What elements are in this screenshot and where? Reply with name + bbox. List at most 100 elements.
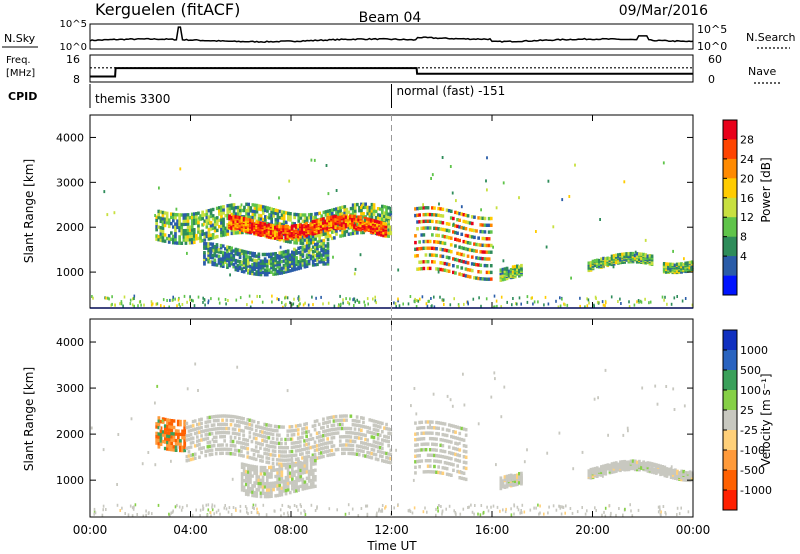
heat-cell xyxy=(265,452,269,456)
heat-cell xyxy=(370,202,374,207)
heat-cell xyxy=(513,269,517,273)
heat-cell xyxy=(458,437,462,441)
heat-cell xyxy=(220,224,223,228)
heat-cell xyxy=(219,259,223,263)
heat-cell xyxy=(437,227,440,231)
heat-cell xyxy=(244,220,248,224)
noise-cell xyxy=(207,508,210,512)
heat-cell xyxy=(223,414,226,418)
heat-cell xyxy=(366,430,369,434)
heat-cell xyxy=(426,212,430,217)
noise-cell xyxy=(195,508,197,512)
heat-cell xyxy=(186,228,190,233)
heat-cell xyxy=(251,269,254,273)
noise-cell xyxy=(413,506,416,510)
heat-cell xyxy=(322,238,326,243)
heat-cell xyxy=(383,211,386,215)
noise-cell xyxy=(234,507,237,511)
heat-cell xyxy=(210,452,214,456)
heat-cell xyxy=(458,259,461,263)
heat-cell xyxy=(452,230,455,234)
heat-cell xyxy=(341,230,344,235)
noise-cell xyxy=(691,303,694,307)
heat-cell xyxy=(381,442,384,446)
heat-cell xyxy=(684,471,688,475)
heat-cell xyxy=(439,261,443,265)
heat-cell xyxy=(326,257,330,262)
noise-cell xyxy=(364,303,366,307)
heat-cell xyxy=(229,423,233,427)
heat-cell xyxy=(209,251,212,255)
heat-cell xyxy=(364,205,367,210)
heat-cell xyxy=(320,246,323,250)
heat-cell xyxy=(214,431,218,435)
heat-cell xyxy=(485,223,489,227)
heat-cell xyxy=(255,270,259,274)
noise-cell xyxy=(440,505,442,508)
heat-cell xyxy=(426,206,430,210)
heat-cell xyxy=(328,440,332,445)
heat-cell xyxy=(207,257,210,262)
heat-cell xyxy=(215,206,219,211)
heat-cell xyxy=(447,439,451,444)
noise-cell xyxy=(601,513,603,517)
heat-cell xyxy=(389,432,393,436)
heat-cell xyxy=(470,228,474,232)
heat-cell xyxy=(322,262,326,266)
heat-cell xyxy=(278,258,282,262)
heat-cell xyxy=(428,453,432,457)
noise-cell xyxy=(284,296,286,300)
heat-cell xyxy=(445,467,449,471)
heat-cell xyxy=(236,250,240,254)
heat-cell xyxy=(234,267,238,272)
heat-cell xyxy=(644,253,648,257)
heat-cell xyxy=(272,263,275,267)
noise-cell xyxy=(344,512,347,516)
noise-cell xyxy=(211,503,214,507)
heat-cell xyxy=(507,271,511,276)
heat-cell xyxy=(374,453,378,457)
heat-cell xyxy=(445,262,449,266)
noise-cell xyxy=(107,296,109,300)
heat-cell xyxy=(301,235,305,239)
heat-cell xyxy=(255,203,259,208)
noise-cell xyxy=(287,504,290,508)
heat-cell xyxy=(665,270,668,274)
heat-cell xyxy=(305,476,309,480)
heat-cell xyxy=(223,422,226,426)
noise-cell xyxy=(227,510,230,514)
heat-cell xyxy=(225,414,229,418)
heat-cell xyxy=(450,423,453,428)
heat-cell xyxy=(477,256,480,260)
heat-cell xyxy=(245,215,248,219)
heat-cell xyxy=(293,265,296,270)
heat-cell xyxy=(381,214,384,218)
heat-cell xyxy=(172,425,176,430)
heat-cell xyxy=(224,247,227,251)
heat-cell xyxy=(186,231,190,236)
heat-cell xyxy=(274,229,277,234)
heat-cell xyxy=(198,430,201,434)
heat-cell xyxy=(219,443,222,447)
heat-cell xyxy=(221,426,224,431)
heat-cell xyxy=(255,220,258,224)
heat-cell xyxy=(464,260,468,265)
heat-cell xyxy=(343,443,346,447)
heat-cell xyxy=(274,254,277,258)
heat-cell xyxy=(621,254,624,258)
scatter-cell xyxy=(654,384,657,388)
noise-cell xyxy=(276,297,278,301)
noise-cell xyxy=(680,506,682,510)
heat-cell xyxy=(197,230,200,234)
heat-cell xyxy=(297,251,300,255)
heat-cell xyxy=(322,434,325,438)
freq-tick-bottom: 8 xyxy=(73,73,80,86)
heat-cell xyxy=(284,485,288,489)
heat-cell xyxy=(314,462,317,466)
heat-cell xyxy=(184,232,188,236)
heat-cell xyxy=(207,234,211,238)
heat-cell xyxy=(422,206,426,210)
heat-cell xyxy=(224,214,227,218)
heat-cell xyxy=(437,459,440,464)
